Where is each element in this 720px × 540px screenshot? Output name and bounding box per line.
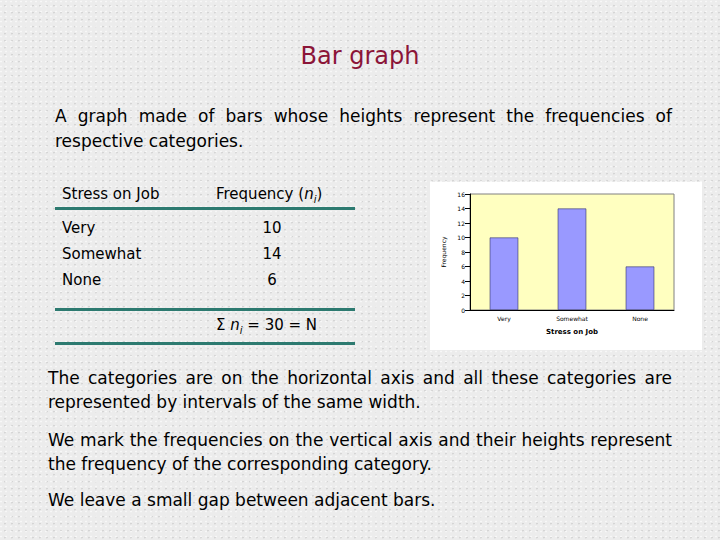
html-text:Σ ni= 30 = N: Σ ni= 30 = N <box>216 316 318 336</box>
html-text:Somewhat: Somewhat <box>62 245 142 263</box>
html-text:Frequency (ni): Frequency (ni) <box>216 185 323 205</box>
svg-text:4: 4 <box>461 278 465 285</box>
svg-text:12: 12 <box>457 220 465 227</box>
svg-text:Somewhat: Somewhat <box>556 315 588 322</box>
html-text:None: None <box>62 271 102 289</box>
svg-text:16: 16 <box>457 191 465 198</box>
svg-text:Very: Very <box>497 315 511 323</box>
html-text:Stress on Job: Stress on Job <box>62 185 160 203</box>
html-text:A graph made of bars whose hei: A graph made of bars whose heights repre… <box>55 106 672 151</box>
svg-text:14: 14 <box>457 205 465 212</box>
svg-text:6: 6 <box>461 263 465 270</box>
html-text:Very: Very <box>62 219 96 237</box>
svg-text:8: 8 <box>461 249 465 256</box>
html-text:The categories are on the hori: The categories are on the horizontal axi… <box>48 368 672 412</box>
svg-text:2: 2 <box>461 292 465 299</box>
svg-text:Frequency: Frequency <box>440 236 448 267</box>
svg-text:None: None <box>632 315 648 322</box>
html-text:We mark the frequencies on the: We mark the frequencies on the vertical … <box>48 430 672 474</box>
svg-text:10: 10 <box>457 234 465 241</box>
svg-text:0: 0 <box>461 307 465 314</box>
html-text:10: 10 <box>262 219 282 237</box>
html-text:6: 6 <box>267 271 277 289</box>
html-text:Bar graph: Bar graph <box>300 42 420 70</box>
html-text:14: 14 <box>262 245 282 263</box>
svg-text:Stress on Job: Stress on Job <box>546 328 598 336</box>
html-text:We leave a small gap between a: We leave a small gap between adjacent ba… <box>48 490 436 510</box>
